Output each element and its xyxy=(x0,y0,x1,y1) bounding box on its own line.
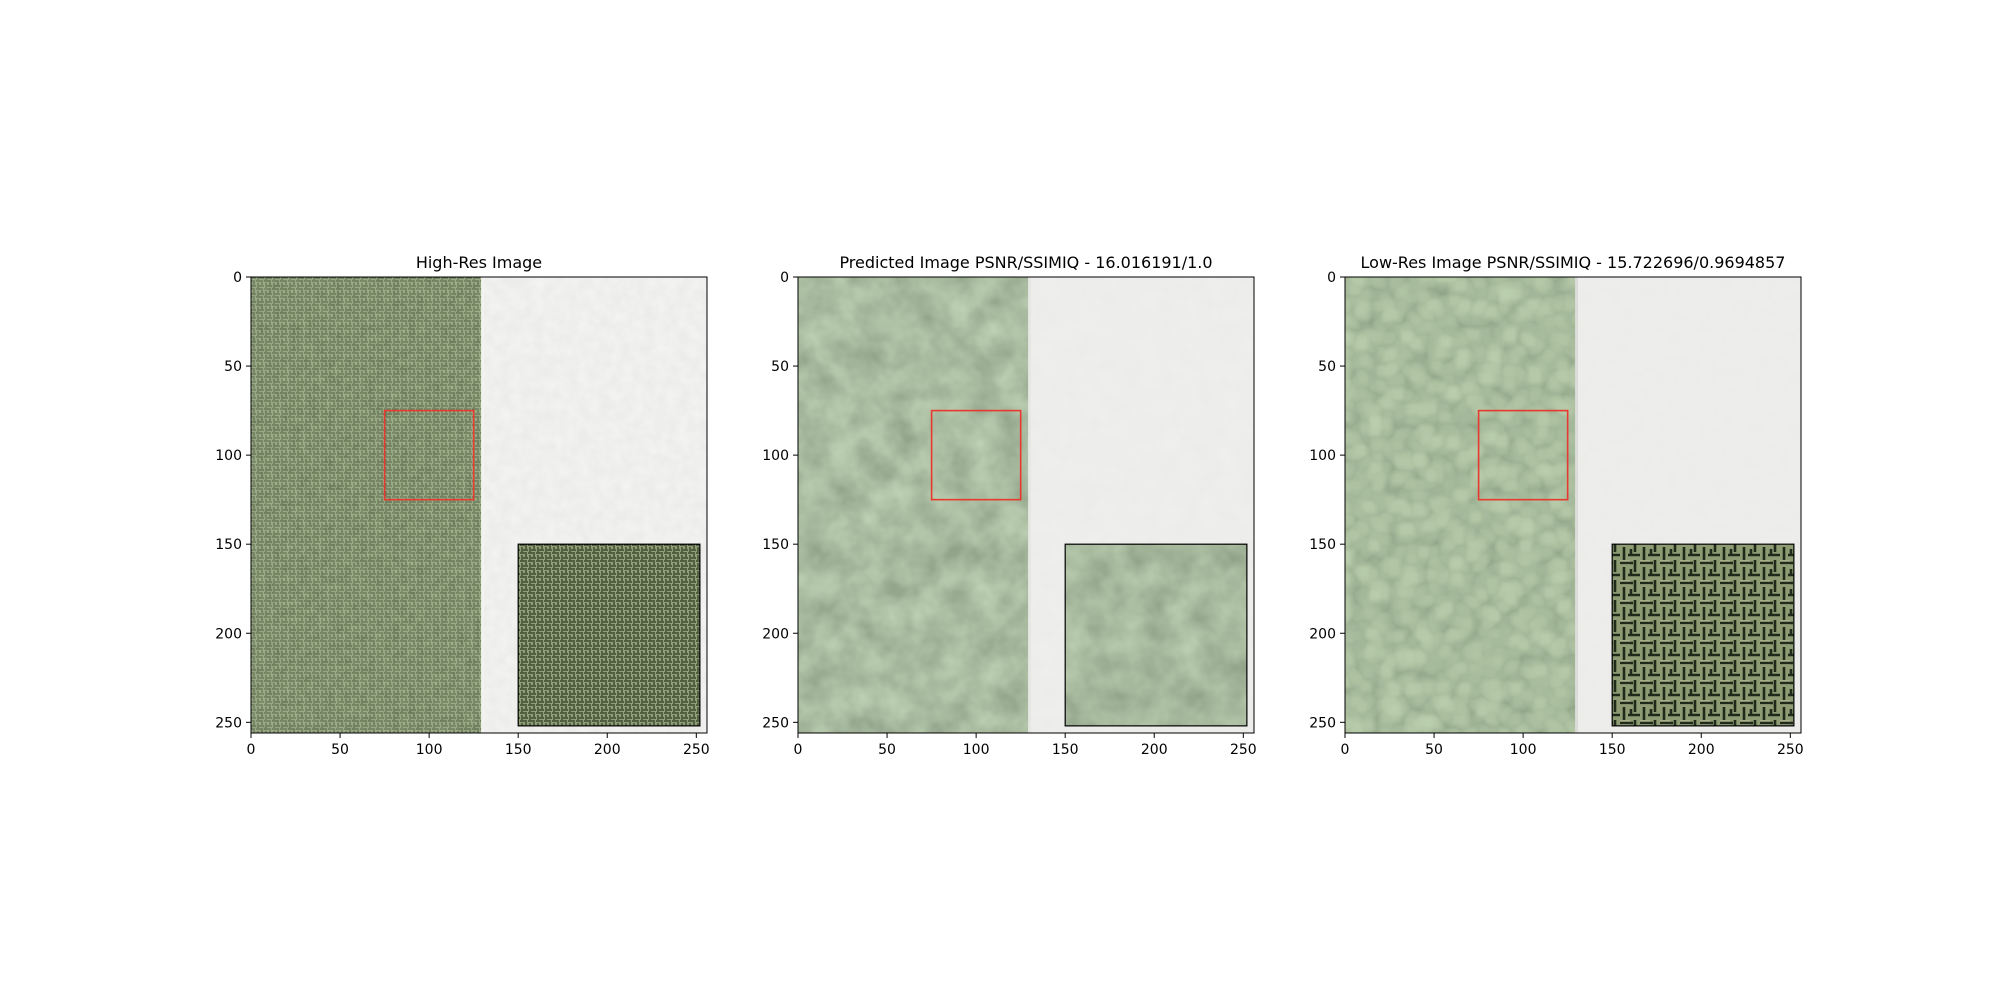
inset-zoom-image xyxy=(518,544,700,726)
x-tick-label: 50 xyxy=(878,742,896,758)
x-tick-label: 200 xyxy=(594,742,621,758)
foliage-pattern xyxy=(251,277,483,733)
x-tick-label: 100 xyxy=(1510,742,1537,758)
y-tick-label: 100 xyxy=(762,448,789,464)
x-tick-label: 250 xyxy=(1777,742,1804,758)
y-tick-label: 50 xyxy=(771,359,789,375)
y-tick-label: 250 xyxy=(1309,715,1336,731)
x-tick-label: 150 xyxy=(1599,742,1626,758)
y-tick-label: 100 xyxy=(1309,448,1336,464)
axes-1: High-Res Image 0 50 100 150 200 250 0 50 100 150 20… xyxy=(215,253,709,758)
foliage-texture xyxy=(798,277,1030,733)
y-tick-label: 0 xyxy=(233,270,242,286)
y-tick-label: 200 xyxy=(762,626,789,642)
x-tick-label: 250 xyxy=(1230,742,1257,758)
y-tick-label: 0 xyxy=(1327,270,1336,286)
roi-rectangle xyxy=(1477,409,1569,501)
inset-border xyxy=(1064,543,1248,727)
roi-rectangle xyxy=(383,409,475,501)
y-tick-label: 50 xyxy=(224,359,242,375)
x-tick-label: 0 xyxy=(794,742,803,758)
x-tick-label: 100 xyxy=(416,742,443,758)
x-tick-label: 200 xyxy=(1688,742,1715,758)
image-content xyxy=(251,277,707,733)
foliage-texture xyxy=(1345,277,1577,733)
axes-2: Predicted Image PSNR/SSIMIQ - 16.016191/… xyxy=(762,253,1256,758)
x-tick-label: 50 xyxy=(331,742,349,758)
x-tick-label: 50 xyxy=(1425,742,1443,758)
x-tick-label: 0 xyxy=(1341,742,1350,758)
axes-frame xyxy=(1344,276,1802,734)
image-content xyxy=(1345,277,1801,733)
x-tick-label: 0 xyxy=(247,742,256,758)
y-tick-label: 150 xyxy=(762,537,789,553)
x-tick-label: 200 xyxy=(1141,742,1168,758)
x-tick-label: 250 xyxy=(683,742,710,758)
x-tick-label: 100 xyxy=(963,742,990,758)
y-tick-label: 250 xyxy=(215,715,242,731)
axes-title: Low-Res Image PSNR/SSIMIQ - 15.722696/0.… xyxy=(1361,253,1786,272)
x-tick-label: 150 xyxy=(1052,742,1079,758)
y-tick-label: 0 xyxy=(780,270,789,286)
y-tick-label: 150 xyxy=(215,537,242,553)
image-content xyxy=(798,277,1254,733)
inset-zoom-image xyxy=(1612,544,1794,726)
axes-title: Predicted Image PSNR/SSIMIQ - 16.016191/… xyxy=(839,253,1212,272)
roi-rectangle xyxy=(930,409,1022,501)
y-tick-label: 200 xyxy=(215,626,242,642)
y-tick-label: 150 xyxy=(1309,537,1336,553)
inset-zoom-texture xyxy=(1065,544,1247,726)
axes-title: High-Res Image xyxy=(416,253,542,272)
axes-frame xyxy=(797,276,1255,734)
y-tick-label: 50 xyxy=(1318,359,1336,375)
y-tick-label: 250 xyxy=(762,715,789,731)
y-tick-label: 100 xyxy=(215,448,242,464)
axes-frame xyxy=(250,276,708,734)
x-tick-label: 150 xyxy=(505,742,532,758)
y-tick-label: 200 xyxy=(1309,626,1336,642)
inset-border xyxy=(517,543,701,727)
axes-3: Low-Res Image PSNR/SSIMIQ - 15.722696/0.… xyxy=(1309,253,1803,758)
inset-border xyxy=(1611,543,1795,727)
